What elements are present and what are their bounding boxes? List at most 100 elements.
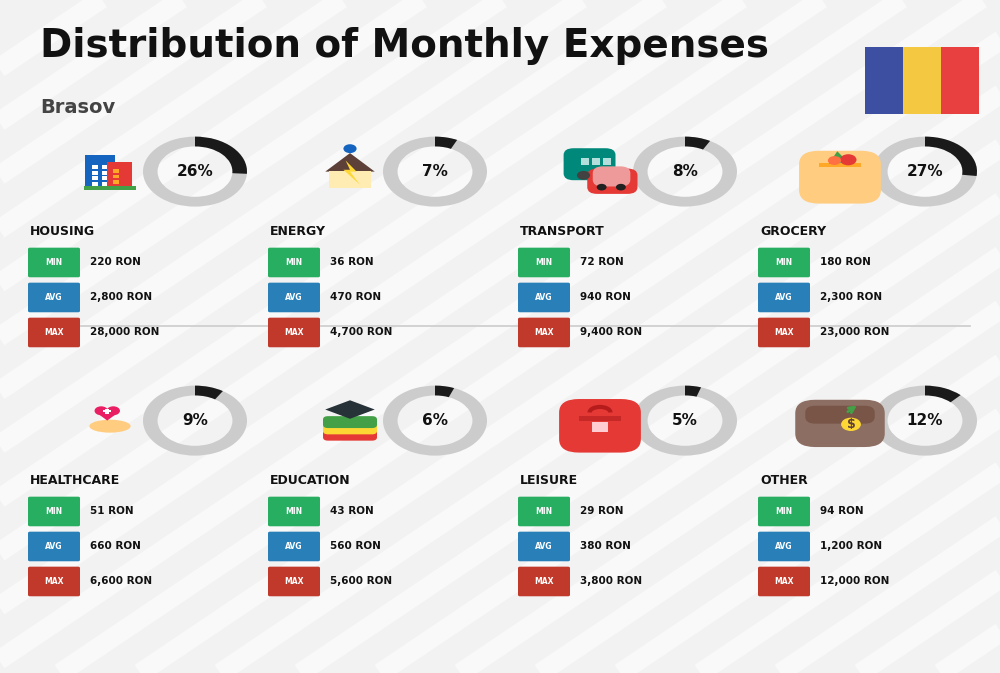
FancyBboxPatch shape bbox=[758, 318, 810, 347]
Wedge shape bbox=[685, 137, 710, 149]
Polygon shape bbox=[95, 412, 119, 421]
FancyBboxPatch shape bbox=[518, 318, 570, 347]
FancyBboxPatch shape bbox=[268, 248, 320, 277]
Text: 660 RON: 660 RON bbox=[90, 542, 141, 551]
Text: MIN: MIN bbox=[285, 258, 303, 267]
FancyBboxPatch shape bbox=[758, 248, 810, 277]
FancyBboxPatch shape bbox=[84, 186, 136, 190]
Text: AVG: AVG bbox=[775, 293, 793, 302]
Text: MAX: MAX bbox=[534, 577, 554, 586]
Text: ENERGY: ENERGY bbox=[270, 225, 326, 238]
FancyBboxPatch shape bbox=[758, 567, 810, 596]
FancyBboxPatch shape bbox=[758, 283, 810, 312]
Text: 26%: 26% bbox=[177, 164, 213, 179]
Wedge shape bbox=[195, 137, 247, 174]
Text: OTHER: OTHER bbox=[760, 474, 808, 487]
Circle shape bbox=[828, 156, 841, 165]
Text: AVG: AVG bbox=[45, 293, 63, 302]
FancyBboxPatch shape bbox=[107, 162, 132, 188]
Text: AVG: AVG bbox=[775, 542, 793, 551]
Text: 6,600 RON: 6,600 RON bbox=[90, 577, 152, 586]
FancyBboxPatch shape bbox=[268, 497, 320, 526]
Text: 180 RON: 180 RON bbox=[820, 258, 871, 267]
Text: $: $ bbox=[847, 418, 855, 431]
FancyBboxPatch shape bbox=[805, 406, 875, 424]
Text: MIN: MIN bbox=[45, 507, 63, 516]
Text: MIN: MIN bbox=[775, 507, 793, 516]
Text: 3,800 RON: 3,800 RON bbox=[580, 577, 642, 586]
Wedge shape bbox=[633, 386, 737, 456]
Wedge shape bbox=[633, 137, 737, 207]
Text: MAX: MAX bbox=[774, 577, 794, 586]
Text: AVG: AVG bbox=[535, 542, 553, 551]
FancyBboxPatch shape bbox=[323, 423, 377, 434]
FancyBboxPatch shape bbox=[28, 567, 80, 596]
Text: AVG: AVG bbox=[285, 293, 303, 302]
Text: 5%: 5% bbox=[672, 413, 698, 428]
Text: LEISURE: LEISURE bbox=[520, 474, 578, 487]
FancyBboxPatch shape bbox=[819, 164, 861, 167]
Wedge shape bbox=[873, 137, 977, 207]
Wedge shape bbox=[143, 386, 247, 456]
FancyBboxPatch shape bbox=[592, 158, 600, 165]
FancyBboxPatch shape bbox=[903, 47, 941, 114]
FancyBboxPatch shape bbox=[105, 409, 109, 414]
Wedge shape bbox=[925, 137, 977, 176]
Text: 1,200 RON: 1,200 RON bbox=[820, 542, 882, 551]
FancyBboxPatch shape bbox=[268, 318, 320, 347]
FancyBboxPatch shape bbox=[102, 166, 107, 169]
Text: TRANSPORT: TRANSPORT bbox=[520, 225, 605, 238]
FancyBboxPatch shape bbox=[518, 567, 570, 596]
Text: MAX: MAX bbox=[774, 328, 794, 337]
Circle shape bbox=[616, 184, 626, 190]
Ellipse shape bbox=[89, 420, 131, 433]
Polygon shape bbox=[829, 151, 848, 164]
Text: 380 RON: 380 RON bbox=[580, 542, 631, 551]
Text: 51 RON: 51 RON bbox=[90, 507, 134, 516]
FancyBboxPatch shape bbox=[941, 47, 979, 114]
Text: MIN: MIN bbox=[535, 507, 553, 516]
Wedge shape bbox=[143, 137, 247, 207]
Text: HOUSING: HOUSING bbox=[30, 225, 95, 238]
Text: 12,000 RON: 12,000 RON bbox=[820, 577, 889, 586]
Circle shape bbox=[95, 406, 108, 415]
Text: Distribution of Monthly Expenses: Distribution of Monthly Expenses bbox=[40, 27, 769, 65]
Text: 94 RON: 94 RON bbox=[820, 507, 864, 516]
FancyBboxPatch shape bbox=[865, 47, 903, 114]
Text: MAX: MAX bbox=[284, 328, 304, 337]
FancyBboxPatch shape bbox=[323, 429, 377, 441]
FancyBboxPatch shape bbox=[28, 532, 80, 561]
Text: 6%: 6% bbox=[422, 413, 448, 428]
Text: 43 RON: 43 RON bbox=[330, 507, 374, 516]
Text: 28,000 RON: 28,000 RON bbox=[90, 328, 159, 337]
Text: 12%: 12% bbox=[907, 413, 943, 428]
Text: 9,400 RON: 9,400 RON bbox=[580, 328, 642, 337]
Text: Brasov: Brasov bbox=[40, 98, 115, 116]
Wedge shape bbox=[195, 386, 223, 399]
Text: AVG: AVG bbox=[45, 542, 63, 551]
Circle shape bbox=[840, 154, 856, 166]
FancyBboxPatch shape bbox=[758, 497, 810, 526]
Text: 23,000 RON: 23,000 RON bbox=[820, 328, 889, 337]
FancyBboxPatch shape bbox=[518, 248, 570, 277]
Polygon shape bbox=[325, 153, 375, 172]
Text: AVG: AVG bbox=[535, 293, 553, 302]
FancyBboxPatch shape bbox=[518, 283, 570, 312]
Text: 220 RON: 220 RON bbox=[90, 258, 141, 267]
FancyBboxPatch shape bbox=[581, 158, 589, 165]
Circle shape bbox=[577, 171, 590, 180]
Text: 560 RON: 560 RON bbox=[330, 542, 381, 551]
Text: 5,600 RON: 5,600 RON bbox=[330, 577, 392, 586]
FancyBboxPatch shape bbox=[587, 169, 638, 194]
Text: MAX: MAX bbox=[44, 577, 64, 586]
FancyBboxPatch shape bbox=[799, 151, 881, 203]
FancyBboxPatch shape bbox=[323, 416, 377, 428]
FancyBboxPatch shape bbox=[102, 182, 107, 186]
Text: MAX: MAX bbox=[44, 328, 64, 337]
FancyBboxPatch shape bbox=[592, 423, 608, 432]
Text: 72 RON: 72 RON bbox=[580, 258, 624, 267]
FancyBboxPatch shape bbox=[579, 416, 621, 421]
FancyBboxPatch shape bbox=[593, 166, 630, 186]
FancyBboxPatch shape bbox=[758, 532, 810, 561]
FancyBboxPatch shape bbox=[340, 406, 360, 409]
